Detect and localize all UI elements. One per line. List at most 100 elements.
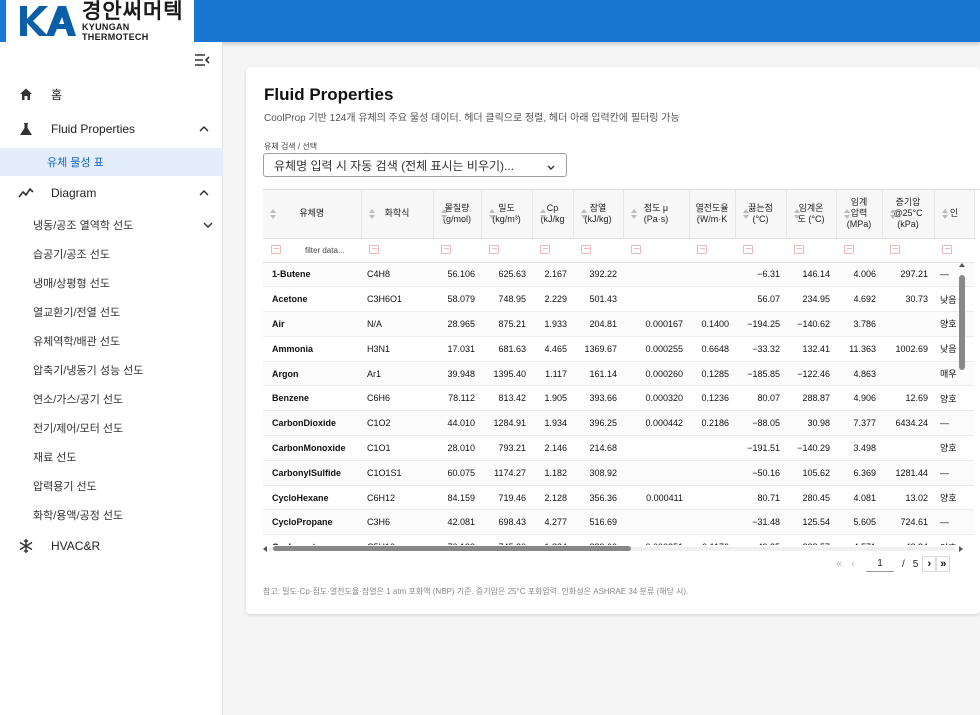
chevron-down-icon[interactable] xyxy=(202,219,214,231)
fluid-name-cell: Ammonia xyxy=(263,336,361,362)
table-row[interactable]: Benzene C6H6 78.112 813.42 1.905 393.66 0.0003… xyxy=(263,385,974,412)
next-page-icon[interactable]: › xyxy=(922,556,937,572)
table-cell: 80.07 xyxy=(735,385,786,412)
filter-row: filter data... xyxy=(263,238,974,263)
column-header-conductivity[interactable]: 열전도율 (W/m·K xyxy=(689,190,736,239)
table-cell: 4.692 xyxy=(836,286,882,313)
sidebar-item-electrical[interactable]: 전기/제어/모터 선도 xyxy=(0,414,223,442)
filter-cell[interactable] xyxy=(433,238,481,263)
column-header-name[interactable]: 유체명 xyxy=(263,190,362,239)
sidebar-item-label: HVAC&R xyxy=(51,539,101,553)
filter-icon xyxy=(369,244,379,254)
filter-cell[interactable] xyxy=(532,238,573,263)
column-header-molar-mass[interactable]: 몰질량 (g/mol) xyxy=(433,190,482,239)
sidebar-item-refrigeration-thermo[interactable]: 냉동/공조 열역학 선도 xyxy=(0,211,223,239)
fluid-search-select[interactable]: 유체명 입력 시 자동 검색 (전체 표시는 비우기)... xyxy=(263,153,567,177)
table-cell: 724.61 xyxy=(882,509,934,536)
table-cell: 0.000320 xyxy=(623,385,689,412)
table-row[interactable]: Argon Ar1 39.948 1395.40 1.117 161.14 0.000260… xyxy=(263,361,974,387)
column-header-critical-pressure[interactable]: 임계 압력 (MPa) xyxy=(836,190,883,239)
table-cell: 1369.67 xyxy=(573,336,623,362)
horizontal-scroll-thumb[interactable] xyxy=(273,546,631,551)
sort-icon xyxy=(580,209,587,219)
sidebar-collapse-icon[interactable] xyxy=(192,52,212,68)
filter-cell[interactable]: filter data... xyxy=(263,238,361,263)
prev-page-icon[interactable]: ‹ xyxy=(851,558,855,570)
filter-cell[interactable] xyxy=(481,238,532,263)
sidebar-item-refrigerant-phase[interactable]: 냉매/상평형 선도 xyxy=(0,269,223,297)
horizontal-scrollbar[interactable] xyxy=(263,545,963,553)
brand-logo[interactable]: 경안써머텍 KYUNGAN THERMOTECH xyxy=(6,0,194,42)
table-row[interactable]: CyclopentaneC5H1070.133745.301.834389.66… xyxy=(263,534,974,545)
column-header-flammability[interactable]: 인 xyxy=(934,190,975,239)
sidebar-item-materials[interactable]: 재료 선도 xyxy=(0,443,223,471)
table-row[interactable]: 1-Butene C4H8 56.106 625.63 2.167 392.22 −6.31… xyxy=(263,262,974,288)
logo-mark-icon xyxy=(16,2,78,40)
filter-icon xyxy=(844,244,854,254)
footnote: 참고: 밀도·Cp·점도·열전도율·잠열은 1 atm 포화액 (NBP) 기준… xyxy=(263,587,689,596)
column-header-density[interactable]: 밀도 (kg/m³) xyxy=(481,190,533,239)
column-header-critical-temp[interactable]: 임계온 도 (°C) xyxy=(786,190,837,239)
filter-cell[interactable] xyxy=(735,238,786,263)
filter-cell[interactable] xyxy=(836,238,882,263)
pagination: « ‹ / 5 › » xyxy=(832,555,951,573)
column-header-viscosity[interactable]: 점도 μ (Pa·s) xyxy=(623,190,690,239)
table-cell: 681.63 xyxy=(481,336,532,362)
filter-cell[interactable] xyxy=(689,238,735,263)
chevron-up-icon[interactable] xyxy=(198,123,210,135)
sidebar-item-pressure-vessel[interactable]: 압력용기 선도 xyxy=(0,472,223,500)
table-row[interactable]: CarbonDioxide C1O2 44.010 1284.91 1.934 396.2… xyxy=(263,410,974,437)
sort-icon xyxy=(539,209,546,219)
vertical-scrollbar[interactable] xyxy=(958,263,966,543)
table-cell: 745.30 xyxy=(481,534,532,545)
filter-cell[interactable] xyxy=(573,238,623,263)
filter-icon xyxy=(697,244,707,254)
column-header-latent-heat[interactable]: 잠열 (kJ/kg) xyxy=(573,190,624,239)
sidebar-item-home[interactable]: 홈 xyxy=(0,80,223,108)
table-row[interactable]: CycloPropane C3H6 42.081 698.43 4.277 516.69 −… xyxy=(263,509,974,536)
sidebar-item-fluid-properties[interactable]: Fluid Properties xyxy=(0,115,223,143)
sidebar-item-hvacr[interactable]: HVAC&R xyxy=(0,532,223,560)
sidebar-item-compressor[interactable]: 압축기/냉동기 성능 선도 xyxy=(0,356,223,384)
table-cell: 1.834 xyxy=(532,534,573,545)
table-row[interactable]: Ammonia H3N1 17.031 681.63 4.465 1369.67 0.000… xyxy=(263,336,974,362)
filter-cell[interactable] xyxy=(361,238,433,263)
filter-icon xyxy=(631,244,641,254)
sidebar-item-heat-exchanger[interactable]: 열교환기/전열 선도 xyxy=(0,298,223,326)
column-header-boiling-point[interactable]: 끓는점 (°C) xyxy=(735,190,787,239)
sort-icon xyxy=(270,209,276,219)
table-cell: −31.48 xyxy=(735,509,786,536)
chevron-down-icon[interactable] xyxy=(546,161,556,171)
table-cell xyxy=(882,435,934,461)
table-row[interactable]: CarbonMonoxide C1O1 28.010 793.21 2.146 214.6… xyxy=(263,435,974,461)
scroll-right-icon[interactable] xyxy=(959,546,963,552)
filter-cell[interactable] xyxy=(786,238,836,263)
filter-cell[interactable] xyxy=(934,238,974,263)
column-header-formula[interactable]: 화학식 xyxy=(361,190,434,239)
sidebar-item-diagram[interactable]: Diagram xyxy=(0,179,223,207)
filter-cell[interactable] xyxy=(623,238,689,263)
column-header-vapor-pressure[interactable]: 증기압 @25°C (kPa) xyxy=(882,190,935,239)
table-cell: 13.02 xyxy=(882,485,934,511)
table-row[interactable]: Acetone C3H6O1 58.079 748.95 2.229 501.43 56.0… xyxy=(263,286,974,313)
table-cell xyxy=(689,460,735,486)
column-header-cp[interactable]: Cp (kJ/kg xyxy=(532,190,574,239)
chevron-up-icon[interactable] xyxy=(198,187,210,199)
table-row[interactable]: Air N/A 28.965 875.21 1.933 204.81 0.000167 0.1… xyxy=(263,311,974,337)
table-row[interactable]: CarbonylSulfide C1O1S1 60.075 1174.27 1.182 3… xyxy=(263,460,974,486)
sidebar-item-combustion[interactable]: 연소/가스/공기 선도 xyxy=(0,385,223,413)
scroll-up-icon[interactable] xyxy=(959,263,965,267)
sidebar-item-chemical[interactable]: 화학/용액/공정 선도 xyxy=(0,501,223,529)
sidebar-item-fluid-mechanics[interactable]: 유체역학/배관 선도 xyxy=(0,327,223,355)
table-cell: 0.2186 xyxy=(689,410,735,437)
vertical-scroll-thumb[interactable] xyxy=(959,275,965,370)
sidebar-item-psychrometric[interactable]: 습공기/공조 선도 xyxy=(0,240,223,268)
table-row[interactable]: CycloHexane C6H12 84.159 719.46 2.128 356.36 0… xyxy=(263,485,974,511)
page-number-input[interactable] xyxy=(866,556,894,572)
filter-cell[interactable] xyxy=(882,238,934,263)
scroll-left-icon[interactable] xyxy=(263,546,267,552)
first-page-icon[interactable]: « xyxy=(835,558,843,570)
table-cell: 4.081 xyxy=(836,485,882,511)
sidebar-item-fluid-table[interactable]: 유체 물성 표 xyxy=(0,148,223,176)
last-page-icon[interactable]: » xyxy=(936,556,951,572)
